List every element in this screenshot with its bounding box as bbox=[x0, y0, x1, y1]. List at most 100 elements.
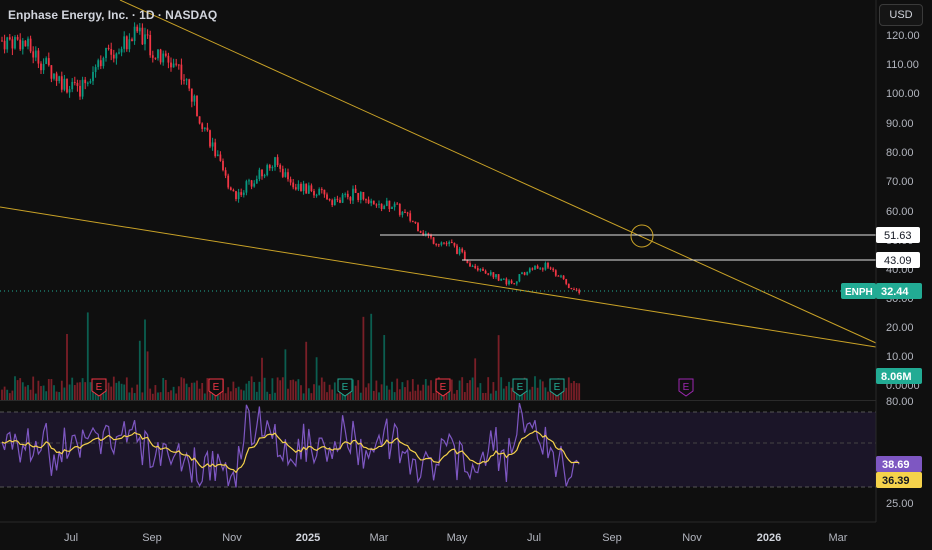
candle-body bbox=[141, 27, 144, 45]
time-label: 2026 bbox=[757, 532, 781, 544]
volume-bar bbox=[131, 387, 133, 400]
volume-bar bbox=[154, 385, 157, 400]
candle-body bbox=[146, 34, 149, 36]
volume-bar bbox=[484, 392, 487, 400]
axis-tag-volume[interactable]: 8.06M bbox=[876, 368, 922, 384]
candle-body bbox=[60, 76, 63, 90]
candle-body bbox=[79, 85, 81, 97]
earnings-marker-upcoming[interactable]: E bbox=[678, 378, 694, 397]
candle-body bbox=[14, 37, 16, 49]
earnings-marker-beat[interactable]: E bbox=[337, 378, 353, 397]
lower-trendline[interactable] bbox=[0, 206, 877, 348]
candle-body bbox=[266, 165, 269, 176]
volume-bar bbox=[391, 381, 393, 400]
candle-body bbox=[94, 67, 97, 72]
candle-body bbox=[461, 248, 464, 252]
volume-bar bbox=[112, 376, 115, 400]
candle-body bbox=[157, 49, 159, 59]
rsi-tick-label: 25.00 bbox=[886, 498, 914, 510]
volume-bar bbox=[284, 349, 287, 400]
candle-body bbox=[40, 63, 42, 71]
tag-text: 8.06M bbox=[881, 371, 912, 383]
candle-body bbox=[508, 280, 510, 285]
volume-bar bbox=[146, 351, 149, 400]
volume-bar bbox=[3, 386, 6, 400]
volume-bar bbox=[318, 385, 321, 400]
volume-bar bbox=[81, 378, 84, 400]
axis-tag-level-43-09[interactable]: 43.09 bbox=[876, 252, 920, 268]
candle-body bbox=[292, 182, 295, 188]
volume-bar bbox=[266, 391, 269, 400]
price-tick-label: 90.00 bbox=[886, 118, 914, 130]
candle-body bbox=[552, 268, 555, 271]
volume-bar bbox=[53, 385, 55, 400]
earnings-marker-miss[interactable]: E bbox=[91, 378, 107, 397]
candle-body bbox=[289, 179, 292, 183]
candle-body bbox=[300, 183, 302, 192]
candle-body bbox=[554, 270, 557, 276]
price-tick-label: 60.00 bbox=[886, 206, 914, 218]
volume-bar bbox=[151, 393, 154, 400]
price-tick-label: 120.00 bbox=[886, 30, 920, 42]
volume-bar bbox=[487, 377, 490, 400]
upper-trendline[interactable] bbox=[119, 0, 877, 344]
candle-body bbox=[201, 123, 204, 129]
volume-bar bbox=[422, 384, 425, 400]
candle-body bbox=[354, 188, 357, 193]
volume-bar bbox=[479, 383, 482, 400]
volume-bar bbox=[359, 392, 362, 400]
volume-bar bbox=[497, 335, 500, 400]
candle-body bbox=[385, 200, 388, 206]
volume-bar bbox=[237, 386, 240, 400]
intersection-circle[interactable] bbox=[630, 224, 654, 248]
volume-bar bbox=[86, 312, 89, 400]
volume-bar bbox=[458, 380, 461, 400]
volume-bar bbox=[227, 387, 230, 400]
volume-bar bbox=[198, 388, 201, 400]
earnings-marker-beat[interactable]: E bbox=[512, 378, 528, 397]
candle-body bbox=[398, 203, 401, 215]
axis-tag-enph-price[interactable]: ENPH 32.44 bbox=[841, 283, 922, 299]
candle-body bbox=[352, 188, 354, 201]
volume-bar bbox=[476, 387, 479, 400]
candle-body bbox=[284, 172, 287, 177]
candle-body bbox=[378, 203, 380, 205]
volume-bar bbox=[570, 383, 573, 400]
earnings-marker-miss[interactable]: E bbox=[208, 378, 224, 397]
volume-bar bbox=[188, 387, 191, 400]
volume-bar bbox=[34, 393, 37, 400]
volume-bar bbox=[157, 392, 159, 400]
volume-bar bbox=[521, 392, 523, 400]
volume-bar bbox=[14, 376, 16, 400]
candle-body bbox=[474, 265, 477, 269]
candle-body bbox=[6, 37, 9, 50]
candle-body bbox=[211, 142, 214, 147]
candle-body bbox=[167, 55, 170, 63]
axis-tag-level-51-63[interactable]: 51.63 bbox=[876, 227, 920, 243]
earnings-marker-miss[interactable]: E bbox=[435, 378, 451, 397]
volume-bar bbox=[502, 388, 505, 400]
candle-body bbox=[240, 192, 243, 195]
candle-body bbox=[287, 172, 289, 180]
volume-bar bbox=[55, 391, 58, 400]
earnings-marker-beat[interactable]: E bbox=[549, 378, 565, 397]
volume-bar bbox=[107, 382, 110, 400]
candle-body bbox=[557, 275, 560, 277]
volume-bar bbox=[411, 379, 414, 400]
volume-bar bbox=[357, 380, 360, 400]
candle-body bbox=[76, 82, 79, 86]
volume-bar bbox=[105, 388, 107, 400]
candle-body bbox=[562, 275, 565, 280]
volume-bar bbox=[354, 385, 357, 400]
volume-bar bbox=[206, 378, 209, 400]
volume-bar bbox=[456, 390, 458, 400]
axis-tag-rsi-value[interactable]: 38.69 bbox=[876, 456, 922, 472]
candle-body bbox=[383, 205, 386, 210]
currency-button[interactable]: USD bbox=[879, 4, 923, 26]
volume-bar bbox=[180, 377, 183, 400]
axis-tag-rsi-ma-value[interactable]: 36.39 bbox=[876, 472, 922, 488]
candle-body bbox=[86, 82, 89, 84]
candle-body bbox=[164, 53, 167, 56]
volume-bar bbox=[315, 357, 318, 400]
